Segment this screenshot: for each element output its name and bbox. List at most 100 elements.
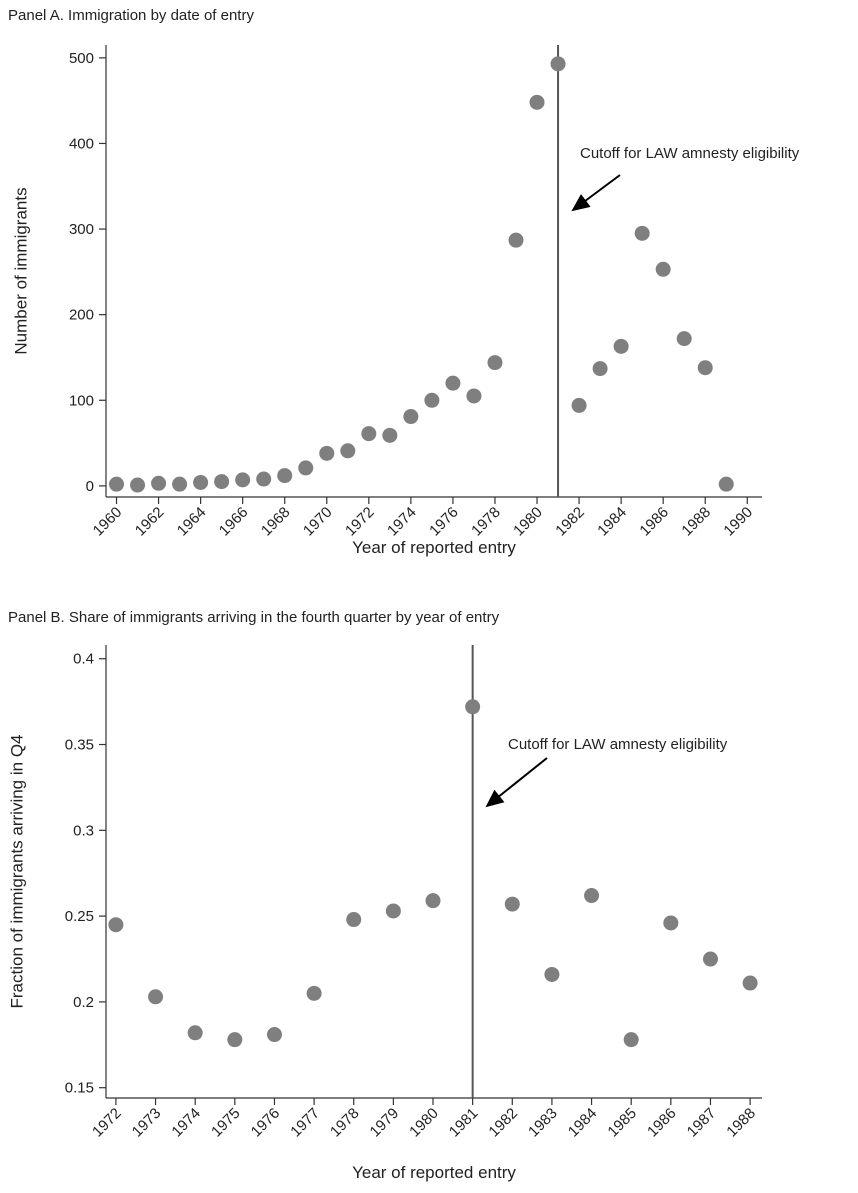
- point: [584, 888, 600, 904]
- point: [613, 338, 629, 354]
- x-tick-label: 1979: [367, 1105, 403, 1141]
- x-tick-label: 1975: [208, 1105, 244, 1141]
- point: [550, 56, 566, 72]
- x-tick-label: 1982: [485, 1105, 521, 1141]
- point: [130, 477, 146, 493]
- x-tick-label: 1987: [684, 1105, 720, 1141]
- point: [634, 225, 650, 241]
- point: [227, 1032, 243, 1048]
- y-tick-label: 0.25: [65, 908, 94, 925]
- point: [445, 375, 461, 391]
- point: [742, 975, 758, 991]
- y-tick-label: 100: [69, 392, 94, 409]
- point: [697, 360, 713, 376]
- x-tick-label: 1968: [258, 504, 294, 540]
- point: [187, 1025, 203, 1041]
- x-tick-label: 1960: [90, 504, 126, 540]
- x-tick-label: 1986: [636, 504, 672, 540]
- point: [151, 475, 167, 491]
- x-tick-label: 1978: [468, 504, 504, 540]
- point: [340, 443, 356, 459]
- x-tick-label: 1986: [644, 1105, 680, 1141]
- point: [663, 915, 679, 931]
- point: [148, 989, 164, 1005]
- point: [424, 392, 440, 408]
- x-tick-label: 1988: [678, 504, 714, 540]
- point: [298, 460, 314, 476]
- point: [529, 94, 545, 110]
- y-tick-label: 0.3: [73, 822, 94, 839]
- x-tick-label: 1976: [426, 504, 462, 540]
- y-tick-label: 0: [86, 478, 94, 495]
- x-axis-label: Year of reported entry: [352, 538, 516, 557]
- y-tick-label: 500: [69, 50, 94, 67]
- point: [544, 966, 560, 982]
- annotation-arrow: [485, 757, 548, 808]
- annotation: Cutoff for LAW amnesty eligibility: [508, 736, 728, 753]
- x-tick-label: 1973: [129, 1105, 165, 1141]
- x-tick-label: 1982: [552, 504, 588, 540]
- point: [361, 426, 377, 442]
- x-tick-label: 1980: [406, 1105, 442, 1141]
- point: [214, 474, 230, 490]
- x-tick-label: 1984: [594, 504, 630, 540]
- x-axis-label: Year of reported entry: [352, 1163, 516, 1182]
- point: [508, 232, 524, 248]
- y-tick-label: 0.4: [73, 651, 94, 668]
- x-tick-label: 1972: [342, 504, 378, 540]
- y-axis-label: Number of immigrants: [11, 187, 30, 354]
- x-tick-label: 1964: [174, 504, 210, 540]
- annotation: Cutoff for LAW amnesty eligibility: [580, 145, 800, 162]
- y-axis-label: Fraction of immigrants arriving in Q4: [7, 735, 26, 1009]
- x-tick-label: 1977: [287, 1105, 323, 1141]
- x-tick-label: 1980: [510, 504, 546, 540]
- point: [306, 985, 322, 1001]
- panel-title: Panel A. Immigration by date of entry: [8, 7, 254, 24]
- x-tick-label: 1966: [216, 504, 252, 540]
- point: [592, 361, 608, 377]
- point: [277, 468, 293, 484]
- x-tick-label: 1988: [723, 1105, 759, 1141]
- x-tick-label: 1972: [89, 1105, 125, 1141]
- annotation-arrow: [571, 174, 621, 212]
- point: [487, 355, 503, 371]
- point: [702, 951, 718, 967]
- y-tick-label: 0.2: [73, 994, 94, 1011]
- point: [172, 476, 188, 492]
- point: [571, 397, 587, 413]
- point: [623, 1032, 639, 1048]
- point: [108, 917, 124, 933]
- point: [465, 699, 481, 715]
- x-tick-label: 1990: [720, 504, 756, 540]
- point: [385, 903, 401, 919]
- point: [718, 476, 734, 492]
- x-tick-label: 1984: [565, 1105, 601, 1141]
- point: [403, 409, 419, 425]
- y-tick-label: 0.35: [65, 737, 94, 754]
- x-tick-label: 1974: [168, 1105, 204, 1141]
- x-tick-label: 1976: [248, 1105, 284, 1141]
- point: [382, 427, 398, 443]
- point: [235, 472, 251, 488]
- x-tick-label: 1978: [327, 1105, 363, 1141]
- x-tick-label: 1962: [132, 504, 168, 540]
- point: [109, 476, 125, 492]
- x-tick-label: 1974: [384, 504, 420, 540]
- x-tick-label: 1970: [300, 504, 336, 540]
- y-tick-label: 300: [69, 221, 94, 238]
- point: [504, 896, 520, 912]
- point: [193, 474, 209, 490]
- x-tick-label: 1983: [525, 1105, 561, 1141]
- panel-title: Panel B. Share of immigrants arriving in…: [8, 609, 500, 626]
- point: [319, 445, 335, 461]
- point: [676, 331, 692, 347]
- point: [256, 471, 272, 487]
- point: [655, 261, 671, 277]
- y-tick-label: 400: [69, 135, 94, 152]
- point: [266, 1027, 282, 1043]
- y-tick-label: 200: [69, 307, 94, 324]
- point: [425, 893, 441, 909]
- y-tick-label: 0.15: [65, 1080, 94, 1097]
- x-tick-label: 1981: [446, 1105, 482, 1141]
